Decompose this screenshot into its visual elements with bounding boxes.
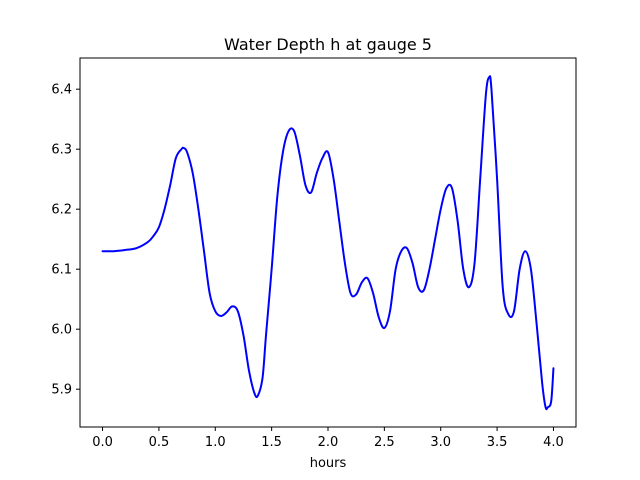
x-tick-label: 2.0 [318, 435, 339, 450]
y-tick-label: 6.2 [51, 203, 72, 218]
chart-title: Water Depth h at gauge 5 [224, 35, 432, 54]
x-tick-label: 3.5 [487, 435, 508, 450]
x-tick-label: 1.0 [205, 435, 226, 450]
y-tick-label: 5.9 [51, 383, 72, 398]
y-tick-label: 6.0 [51, 323, 72, 338]
x-tick-label: 4.0 [543, 435, 564, 450]
x-axis: 0.0 0.5 1.0 1.5 2.0 2.5 3.0 3.5 4.0 [92, 427, 564, 450]
x-tick-label: 0.0 [92, 435, 113, 450]
y-axis: 5.9 6.0 6.1 6.2 6.3 6.4 [51, 83, 80, 398]
x-tick-label: 3.0 [430, 435, 451, 450]
series-layer [101, 75, 555, 411]
y-tick-label: 6.3 [51, 143, 72, 158]
series-line [101, 75, 555, 411]
y-tick-label: 6.4 [51, 83, 72, 98]
x-tick-label: 2.5 [374, 435, 395, 450]
x-tick-label: 0.5 [149, 435, 170, 450]
x-tick-label: 1.5 [261, 435, 282, 450]
y-tick-label: 6.1 [51, 263, 72, 278]
x-axis-label: hours [310, 456, 347, 471]
